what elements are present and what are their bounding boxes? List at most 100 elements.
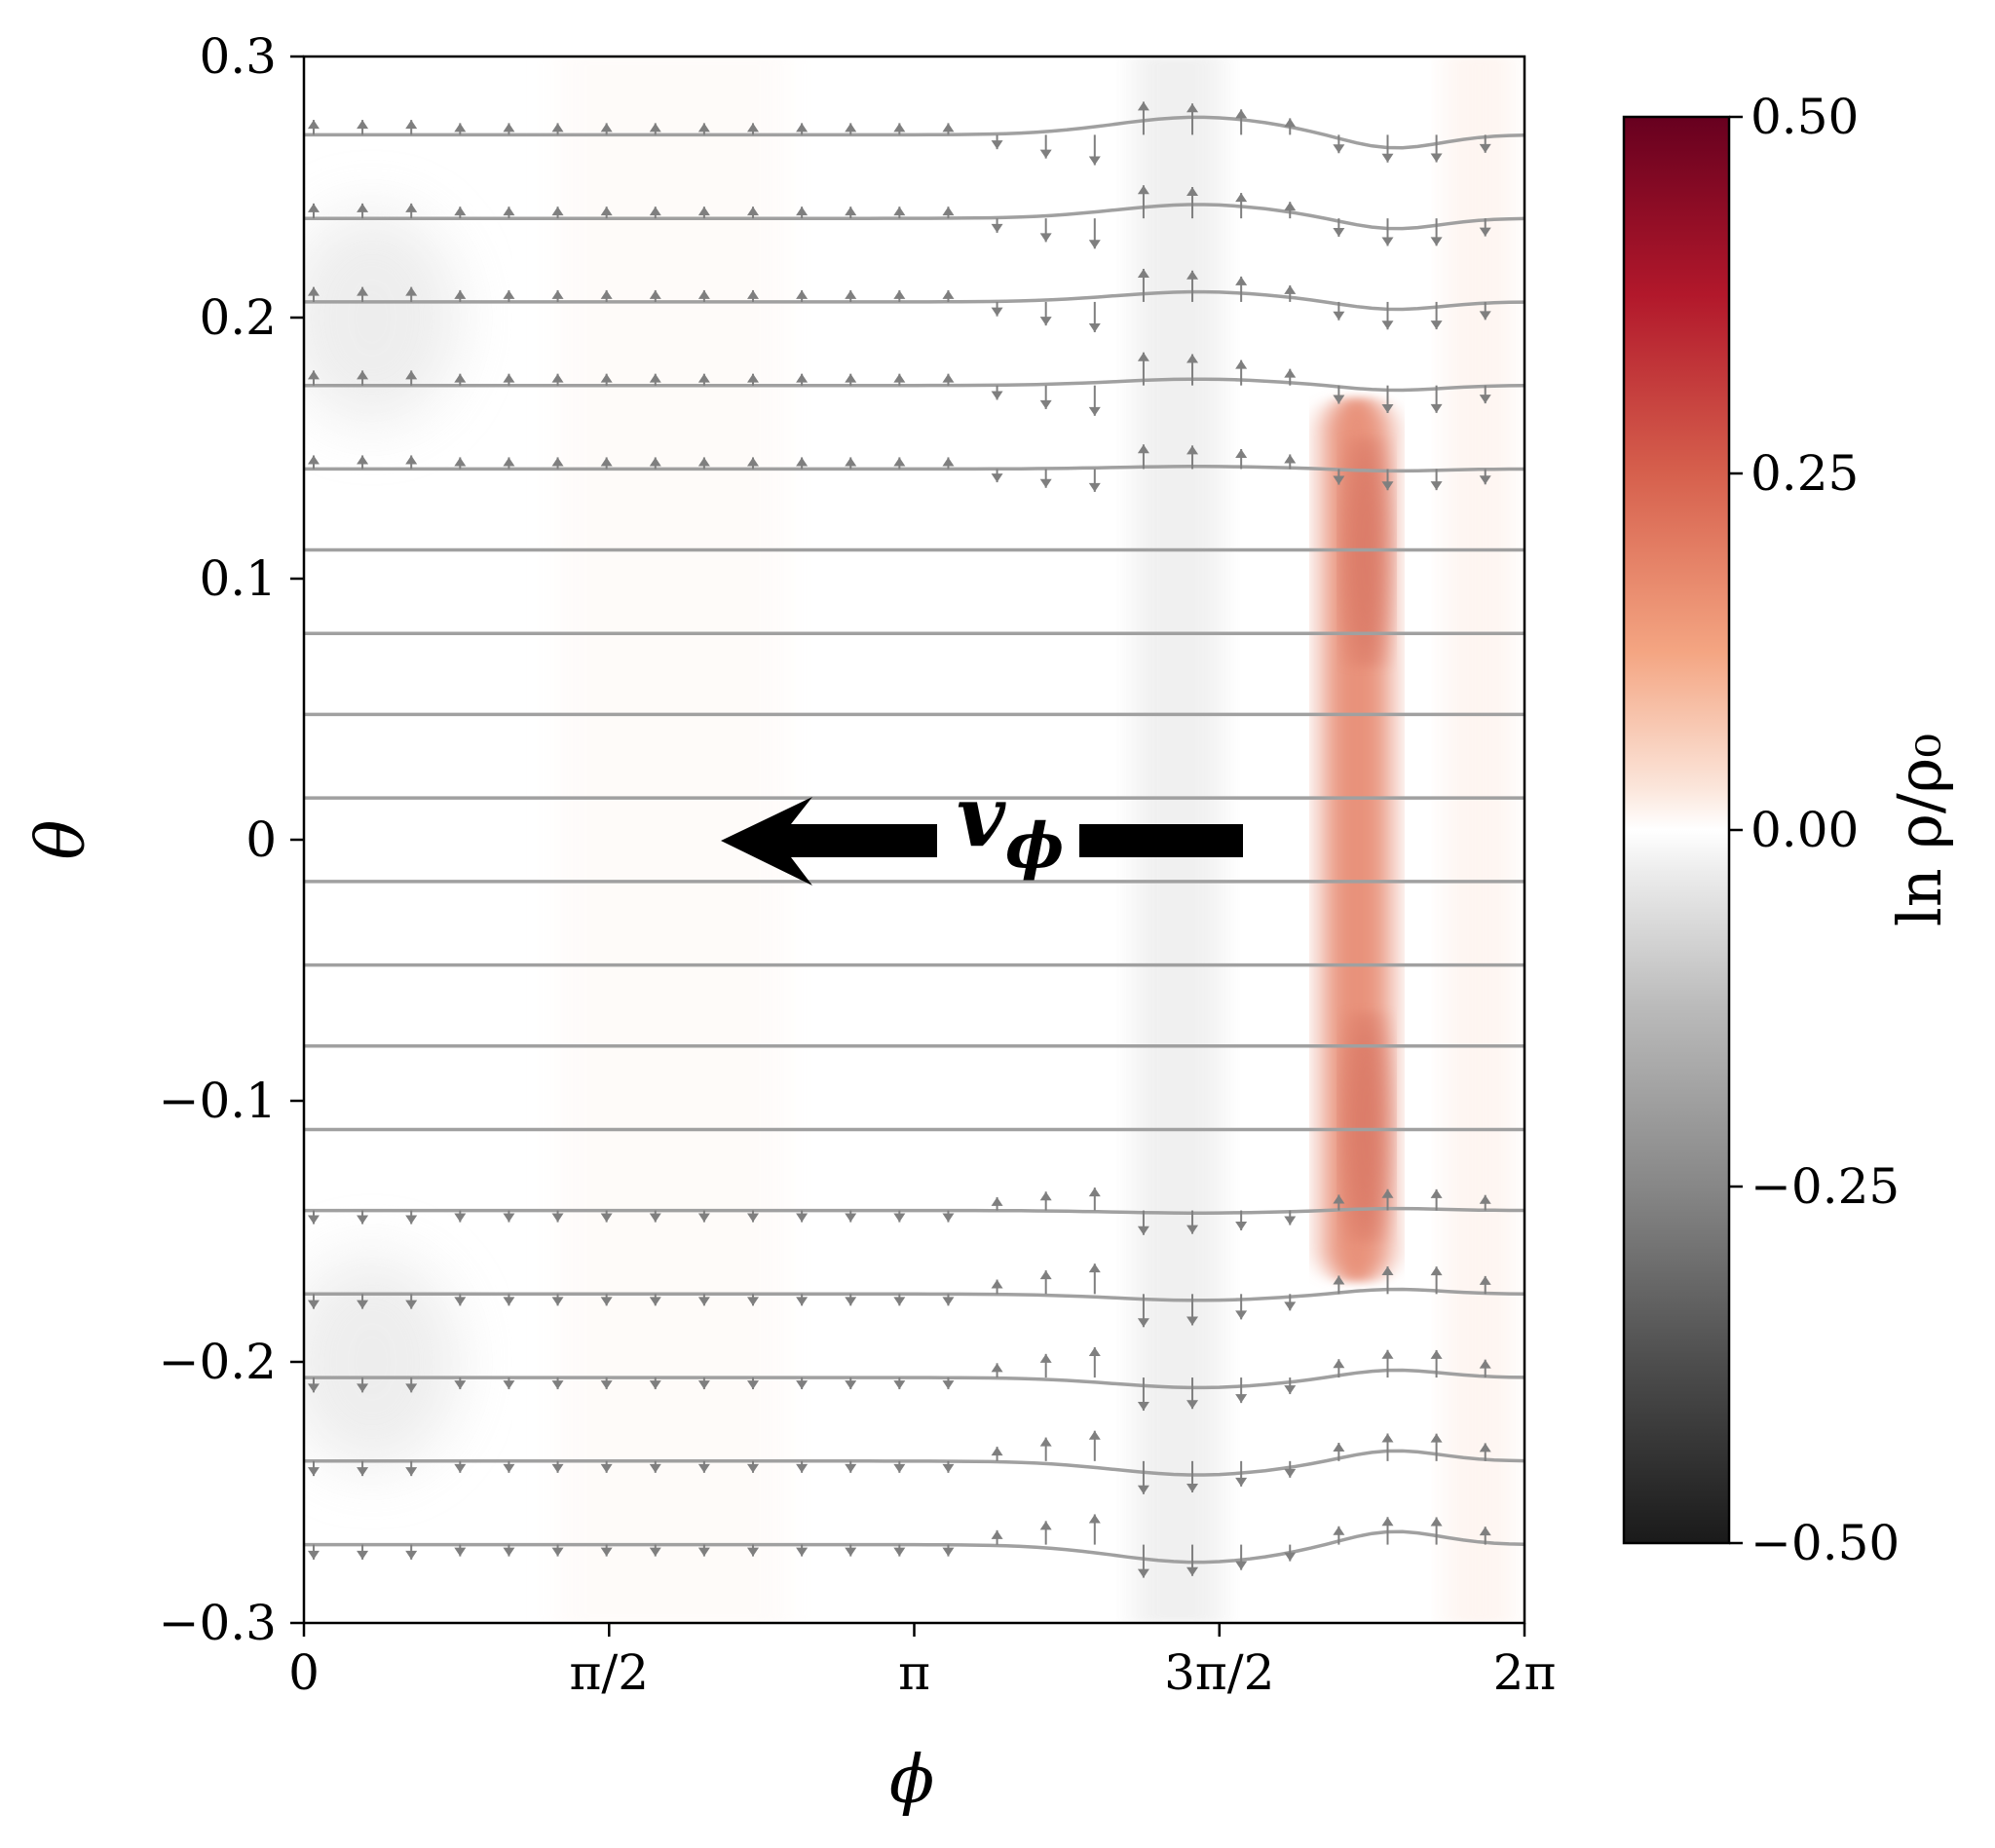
velocity-arrow (796, 207, 809, 219)
streamline (304, 377, 1524, 393)
velocity-arrow (1137, 352, 1149, 386)
velocity-arrow (1137, 1460, 1149, 1494)
velocity-arrow (845, 207, 857, 219)
y-tick-label: −0.1 (159, 1073, 277, 1129)
velocity-arrow (307, 120, 320, 135)
velocity-arrow (991, 1447, 1003, 1461)
velocity-arrow (551, 1294, 564, 1306)
velocity-arrow (1137, 185, 1149, 219)
y-tick-label: 0.3 (199, 28, 277, 85)
velocity-arrow (1284, 118, 1297, 135)
velocity-arrow (600, 1294, 613, 1306)
colorbar: 0.50 0.25 0.00 −0.25 −0.50 ln ρ/ρ₀ (1622, 89, 1955, 1571)
velocity-arrow (649, 1377, 661, 1390)
velocity-arrow (357, 455, 369, 470)
velocity-arrow (845, 1544, 857, 1557)
velocity-arrow (1381, 1265, 1394, 1295)
velocity-arrow (1137, 444, 1149, 470)
velocity-arrow (747, 1210, 760, 1223)
velocity-arrow (1381, 385, 1394, 414)
velocity-arrow (747, 457, 760, 470)
velocity-arrow (942, 1294, 955, 1306)
velocity-arrow (454, 1210, 467, 1223)
velocity-arrow (503, 123, 515, 135)
vphi-label-main: v (957, 768, 1006, 866)
velocity-arrow (747, 289, 760, 302)
velocity-arrow (697, 1294, 710, 1306)
velocity-arrow (1137, 268, 1149, 302)
velocity-arrow (1333, 134, 1345, 154)
velocity-arrow (747, 207, 760, 219)
velocity-arrow (1039, 301, 1052, 326)
velocity-arrow (697, 1544, 710, 1557)
velocity-arrow (357, 1210, 369, 1225)
velocity-arrow (991, 1363, 1003, 1378)
velocity-arrow (1235, 193, 1248, 219)
velocity-arrow (942, 289, 955, 302)
velocity-arrow (1235, 1210, 1248, 1230)
streamline (304, 465, 1524, 473)
velocity-arrow (1284, 1210, 1297, 1226)
velocity-arrow (747, 1544, 760, 1557)
vphi-label-sub: ϕ (1005, 810, 1064, 883)
velocity-arrow (893, 1544, 906, 1557)
streamline (304, 1368, 1524, 1390)
velocity-arrow (893, 1210, 906, 1223)
velocity-arrow (503, 1294, 515, 1306)
velocity-arrow (454, 123, 467, 135)
velocity-arrow (307, 455, 320, 470)
velocity-arrow (1039, 1437, 1052, 1461)
velocity-arrow (454, 1294, 467, 1306)
velocity-arrow (649, 373, 661, 386)
velocity-arrow (1088, 1263, 1101, 1295)
velocity-arrow (893, 1377, 906, 1390)
velocity-arrow (600, 1210, 613, 1223)
streamline (304, 289, 1524, 312)
velocity-arrow (454, 1460, 467, 1473)
velocity-arrow (405, 1377, 418, 1393)
colorbar-tick-label: −0.50 (1750, 1515, 1900, 1571)
velocity-arrow (649, 1544, 661, 1557)
velocity-arrow (600, 457, 613, 470)
velocity-arrow (1088, 301, 1101, 333)
velocity-arrow (1430, 1266, 1443, 1295)
velocity-arrow (1381, 1188, 1394, 1211)
velocity-arrow (503, 1460, 515, 1473)
velocity-arrow (796, 1210, 809, 1223)
velocity-arrow (1088, 218, 1101, 249)
streamline (304, 115, 1524, 150)
velocity-arrow (796, 1377, 809, 1390)
velocity-arrow (1479, 301, 1491, 321)
velocity-arrow (1479, 1275, 1491, 1295)
velocity-arrow (1284, 284, 1297, 302)
vphi-label: vϕ (957, 768, 1064, 883)
streamline (304, 1206, 1524, 1215)
velocity-arrow (845, 1294, 857, 1306)
velocity-arrow (357, 1544, 369, 1560)
velocity-arrow (1186, 1460, 1199, 1492)
x-axis: 0 π/2 π 3π/2 2π (288, 1623, 1556, 1701)
velocity-arrow (600, 1377, 613, 1390)
velocity-arrow (942, 207, 955, 219)
velocity-arrow (1333, 469, 1345, 485)
velocity-arrow (1235, 359, 1248, 386)
velocity-arrow (1235, 1377, 1248, 1404)
velocity-arrow (405, 1544, 418, 1560)
velocity-arrow (747, 373, 760, 386)
velocity-arrow (1137, 101, 1149, 135)
velocity-arrow (1479, 1527, 1491, 1545)
velocity-arrow (454, 1377, 467, 1390)
velocity-arrow (551, 1544, 564, 1557)
velocity-arrow (1430, 1349, 1443, 1378)
velocity-arrow (747, 123, 760, 135)
velocity-arrow (307, 1460, 320, 1477)
velocity-arrow (1039, 1270, 1052, 1295)
velocity-arrow (551, 1377, 564, 1390)
velocity-arrow (942, 457, 955, 470)
velocity-arrow (1430, 1188, 1443, 1211)
velocity-arrow (1479, 1359, 1491, 1378)
velocity-arrow (893, 457, 906, 470)
velocity-arrow (1088, 1514, 1101, 1545)
colorbar-gradient (1624, 117, 1729, 1543)
